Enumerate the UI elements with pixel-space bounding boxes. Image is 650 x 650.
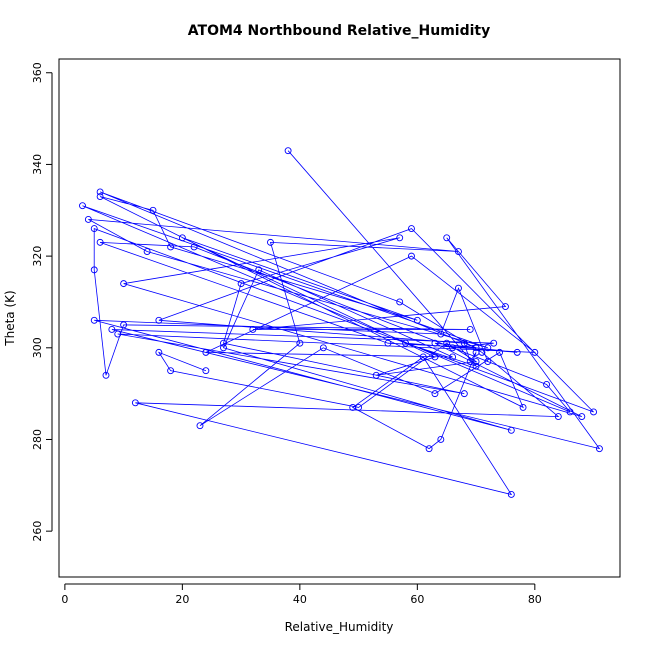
data-point	[90, 225, 98, 233]
x-tick-label: 40	[293, 593, 307, 606]
data-point	[431, 353, 439, 361]
y-axis: 260 280 300 320 340 360	[31, 62, 53, 542]
data-point	[372, 371, 380, 379]
data-point	[490, 339, 498, 347]
data-point	[425, 445, 433, 453]
data-point	[90, 266, 98, 274]
data-point	[431, 390, 439, 398]
data-point	[255, 266, 263, 274]
data-point	[502, 303, 509, 310]
data-point	[202, 348, 210, 356]
data-point	[578, 413, 586, 421]
data-point	[114, 330, 122, 338]
data-point	[220, 339, 227, 347]
x-axis-label: Relative_Humidity	[285, 620, 394, 634]
chart-title: ATOM4 Northbound Relative_Humidity	[188, 23, 490, 39]
data-point	[131, 399, 139, 407]
data-point	[507, 491, 515, 498]
data-point	[143, 248, 151, 255]
data-point	[90, 316, 98, 324]
data-point	[595, 445, 603, 453]
data-point	[355, 403, 363, 411]
y-tick-label: 300	[31, 337, 44, 358]
data-point	[431, 339, 439, 347]
data-point	[396, 298, 404, 306]
data-point	[484, 344, 492, 352]
y-tick-label: 340	[31, 154, 44, 175]
data-point	[155, 316, 163, 324]
data-point	[249, 326, 257, 333]
data-point	[443, 339, 451, 347]
data-point	[167, 243, 175, 251]
data-point	[319, 344, 327, 352]
y-tick-label: 360	[31, 62, 44, 83]
data-point	[590, 408, 598, 416]
plot-frame	[58, 58, 621, 578]
data-point	[108, 326, 116, 333]
data-point	[296, 339, 304, 347]
data-point	[443, 234, 451, 242]
y-tick-label: 320	[31, 246, 44, 267]
data-point	[460, 339, 468, 347]
data-point	[531, 348, 539, 356]
data-point	[566, 408, 574, 416]
series-line	[82, 150, 601, 496]
data-point	[408, 252, 415, 260]
data-point	[472, 344, 480, 352]
data-point	[396, 234, 404, 242]
data-point	[519, 403, 527, 411]
data-point	[167, 367, 175, 375]
data-point	[402, 339, 410, 347]
data-point	[237, 280, 245, 288]
data-point	[449, 353, 457, 361]
data-point	[513, 348, 521, 356]
data-point	[149, 206, 157, 214]
data-point	[102, 371, 110, 379]
data-point	[460, 390, 468, 398]
y-axis-label: Theta (K)	[3, 290, 17, 346]
data-point	[96, 238, 104, 246]
data-point	[449, 344, 457, 352]
data-point	[202, 367, 210, 375]
series-layer	[79, 147, 603, 498]
data-point	[384, 339, 392, 347]
data-point	[455, 248, 462, 255]
data-point	[472, 362, 480, 370]
data-point	[437, 436, 445, 443]
data-point	[466, 326, 474, 333]
y-tick-label: 280	[31, 429, 44, 450]
data-point	[455, 284, 462, 292]
data-point	[284, 147, 292, 155]
data-point	[437, 330, 445, 338]
data-point	[220, 344, 227, 352]
data-point	[190, 243, 198, 251]
data-point	[408, 225, 415, 233]
data-point	[413, 316, 421, 324]
data-point	[155, 348, 163, 356]
data-point	[543, 381, 551, 388]
data-point	[472, 348, 480, 356]
data-point	[267, 238, 274, 246]
data-point	[120, 321, 128, 329]
data-point	[196, 422, 204, 430]
x-tick-label: 80	[528, 593, 542, 606]
data-point	[472, 358, 480, 365]
y-tick-label: 260	[31, 521, 44, 542]
data-point	[120, 280, 128, 288]
data-point	[554, 413, 562, 421]
data-point	[79, 202, 86, 210]
x-axis: 0 20 40 60 80	[61, 583, 542, 606]
data-point	[96, 193, 104, 200]
x-tick-label: 0	[61, 593, 68, 606]
data-point	[96, 188, 104, 196]
data-point	[84, 215, 92, 223]
x-tick-label: 20	[175, 593, 189, 606]
x-tick-label: 60	[410, 593, 424, 606]
data-point	[419, 353, 427, 361]
data-point	[507, 426, 515, 434]
data-point	[484, 358, 492, 365]
data-point	[496, 348, 504, 356]
data-point	[178, 234, 186, 242]
